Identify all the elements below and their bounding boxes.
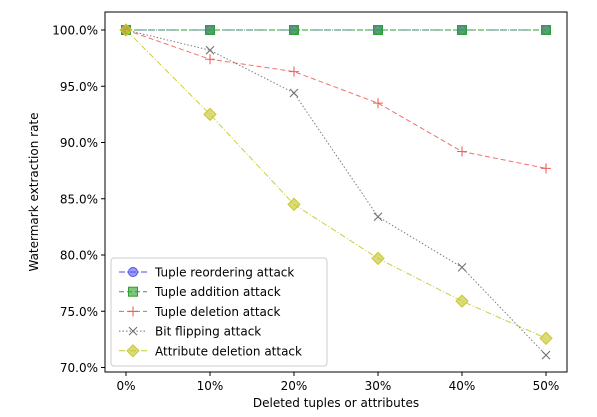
x-tick-label: 40% — [449, 379, 476, 393]
legend-item: Tuple addition attack — [119, 285, 281, 299]
legend-item: Attribute deletion attack — [119, 344, 302, 358]
legend-label: Tuple addition attack — [154, 285, 281, 299]
x-tick-label: 10% — [197, 379, 224, 393]
data-point — [541, 350, 551, 360]
data-point — [457, 262, 467, 272]
data-point — [457, 146, 467, 157]
data-point — [373, 98, 383, 109]
x-tick-label: 20% — [281, 379, 308, 393]
data-point — [289, 88, 299, 98]
legend-item: Tuple reordering attack — [119, 266, 294, 280]
data-point — [119, 23, 133, 37]
x-tick-label: 50% — [533, 379, 560, 393]
legend-marker — [128, 306, 138, 317]
data-point — [289, 66, 299, 77]
data-point — [205, 54, 215, 65]
data-point — [205, 25, 215, 35]
x-axis: 0% 10% 20% 30% 40% 50% — [116, 372, 559, 393]
legend-marker — [126, 344, 140, 358]
legend-marker — [128, 326, 138, 336]
series-line — [125, 29, 547, 339]
data-point — [539, 331, 553, 345]
legend-marker — [128, 286, 138, 297]
x-axis-title: Deleted tuples or attributes — [253, 396, 419, 410]
legend: Tuple reordering attack Tuple addition at… — [110, 257, 328, 367]
legend-item: Tuple deletion attack — [119, 305, 280, 319]
legend-label: Tuple deletion attack — [154, 305, 280, 319]
data-point — [373, 25, 383, 35]
y-tick-label: 70.0% — [60, 361, 98, 375]
series-line — [125, 29, 547, 169]
data-point — [287, 197, 301, 212]
legend-label: Tuple reordering attack — [154, 266, 294, 280]
y-axis-title: Watermark extraction rate — [27, 112, 41, 271]
data-point — [289, 25, 299, 35]
y-tick-label: 80.0% — [60, 249, 98, 263]
data-point — [541, 25, 551, 35]
y-tick-label: 75.0% — [60, 305, 98, 319]
data-point — [371, 251, 385, 266]
data-point — [541, 163, 551, 174]
legend-marker — [128, 267, 138, 277]
series-layer — [119, 23, 553, 360]
series-line — [125, 29, 547, 356]
x-tick-label: 30% — [365, 379, 392, 393]
legend-box — [110, 257, 328, 367]
x-tick-label: 0% — [116, 379, 135, 393]
series-5 — [119, 23, 553, 345]
data-point — [455, 294, 469, 308]
legend-label: Attribute deletion attack — [155, 344, 302, 358]
y-tick-label: 95.0% — [60, 80, 98, 94]
data-point — [373, 212, 383, 222]
legend-label: Bit flipping attack — [155, 325, 261, 339]
y-tick-label: 100.0% — [52, 24, 98, 38]
data-point — [205, 45, 215, 55]
data-point — [457, 25, 467, 35]
y-tick-label: 90.0% — [60, 136, 98, 150]
y-tick-label: 85.0% — [60, 192, 98, 206]
legend-item: Bit flipping attack — [119, 325, 261, 339]
data-point — [203, 107, 217, 122]
plot-frame — [104, 11, 568, 373]
y-axis: 70.0% 75.0% 80.0% 85.0% 90.0% 95.0% 100.0% — [52, 24, 105, 375]
